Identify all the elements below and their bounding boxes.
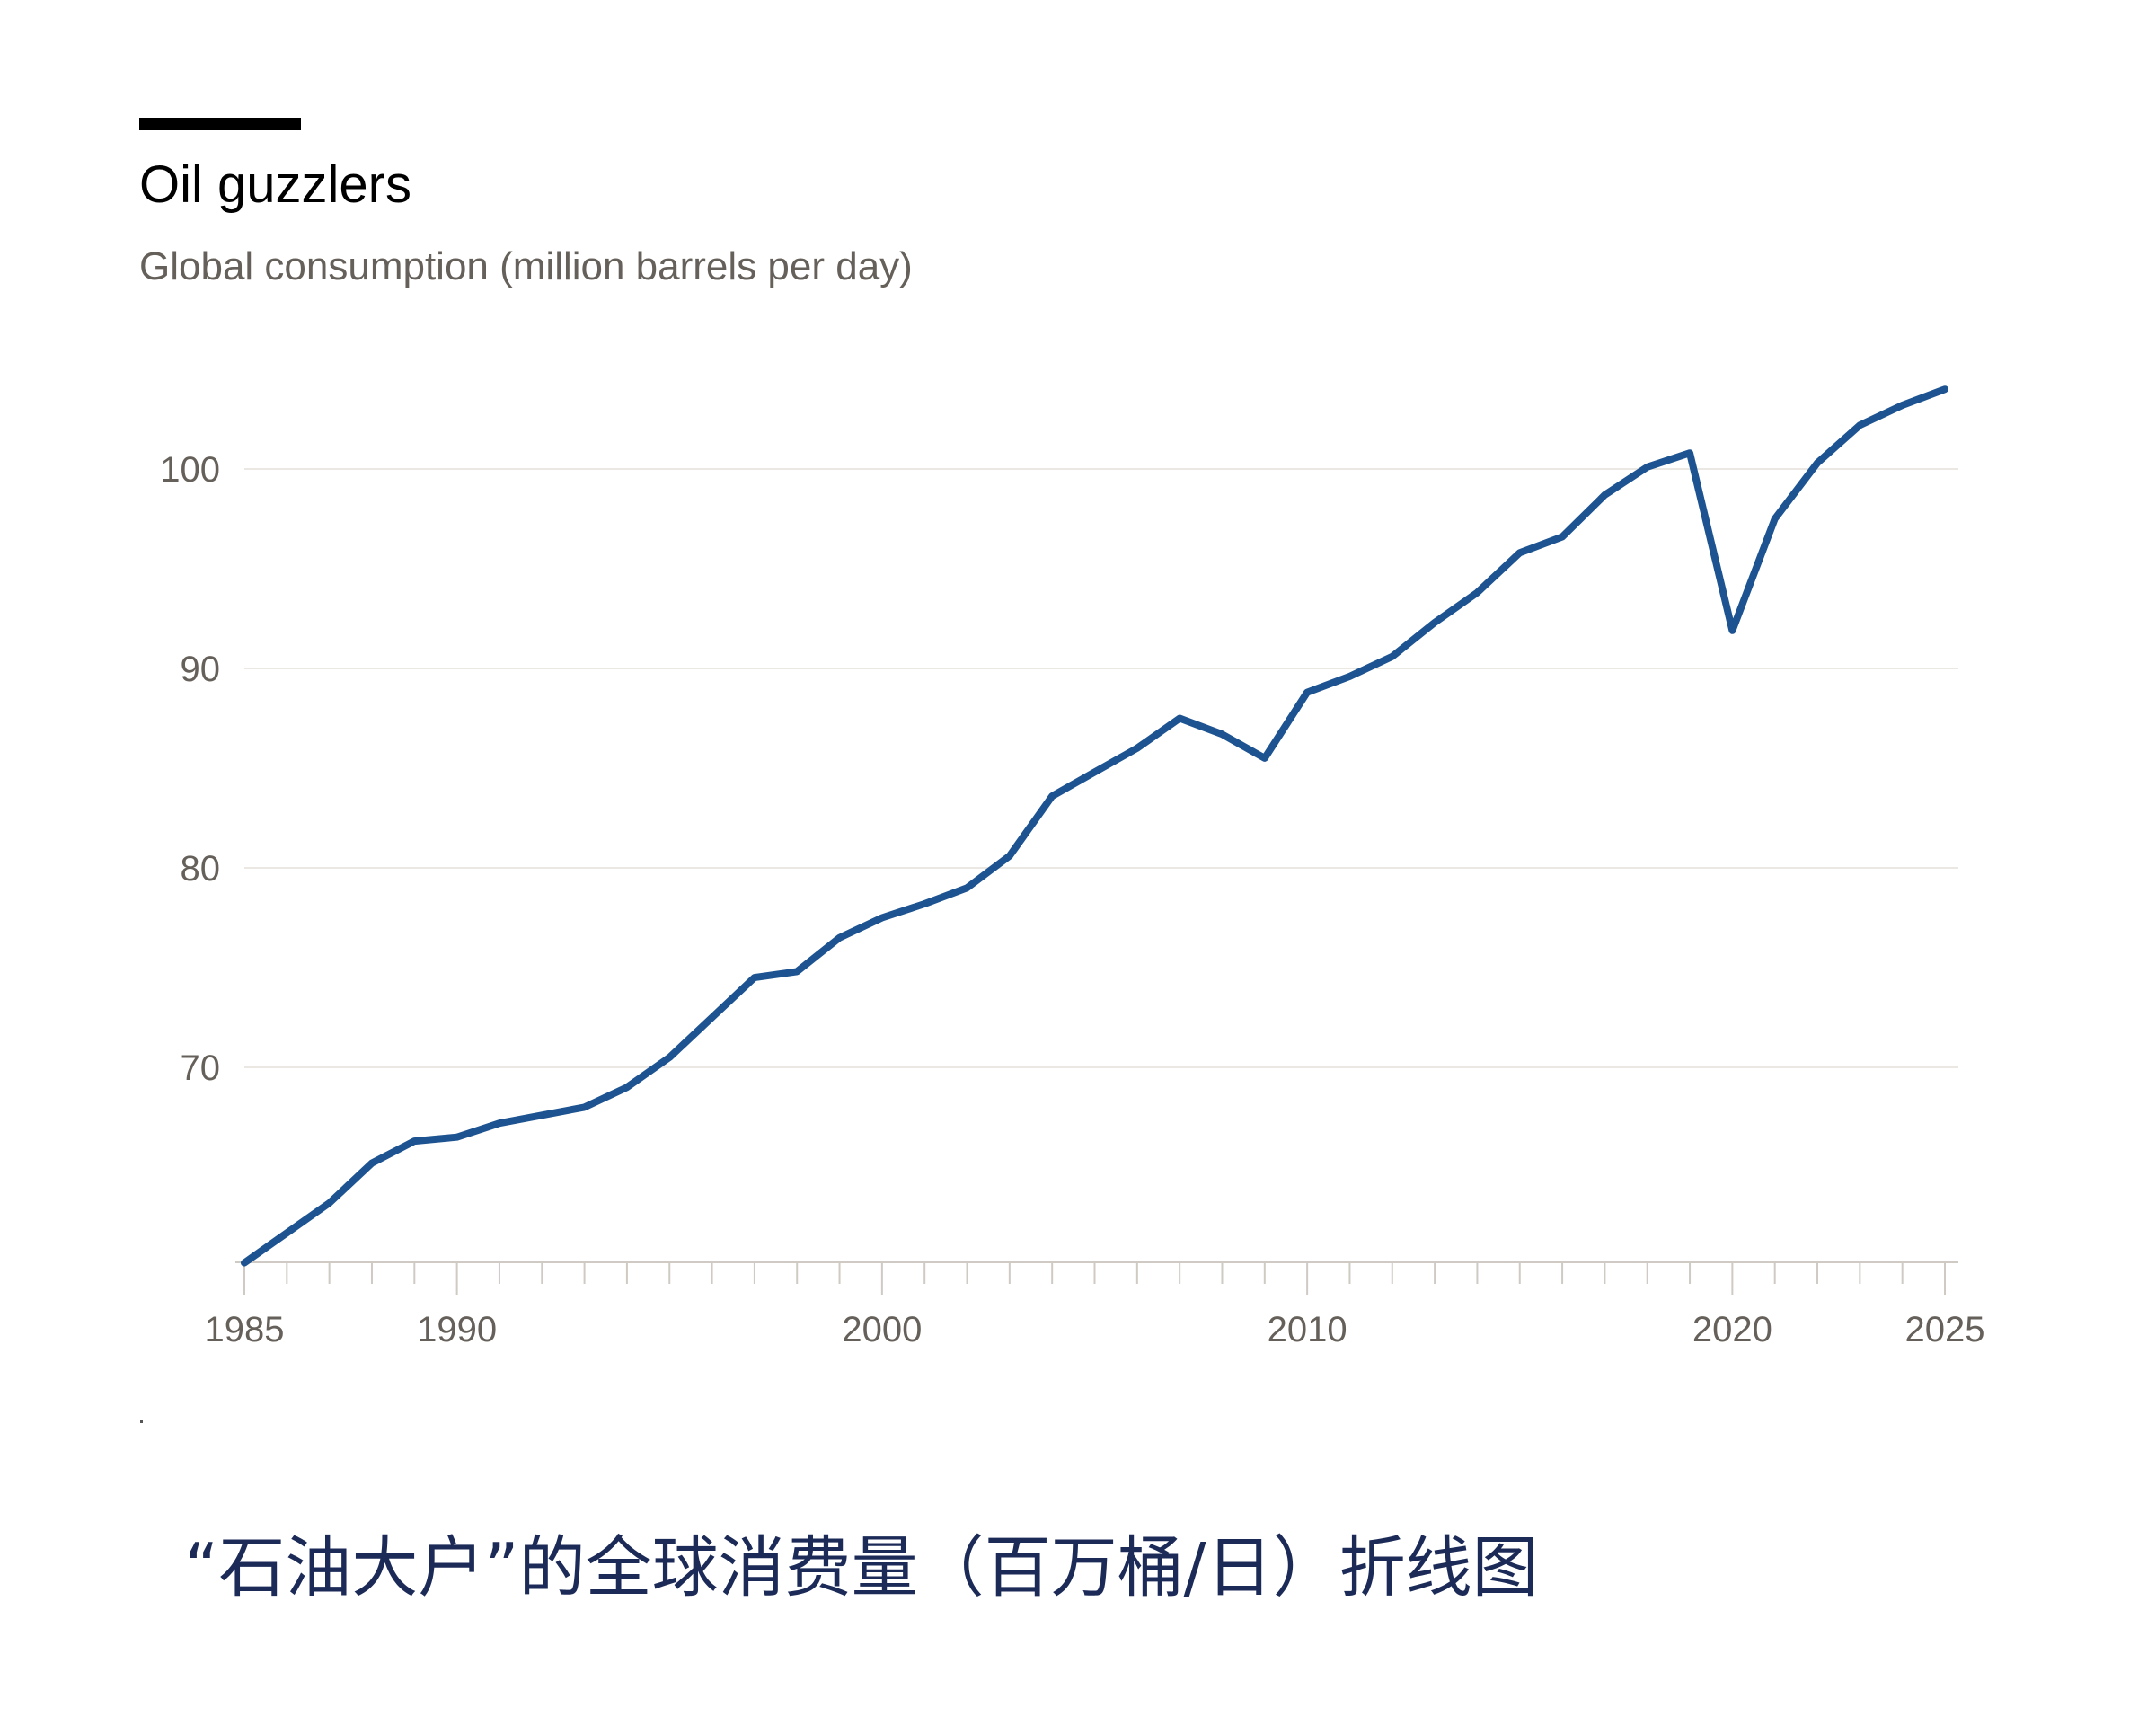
y-tick-label-70: 70: [181, 1048, 221, 1088]
x-tick-label-2025: 2025: [1905, 1310, 1985, 1349]
x-tick-label-2020: 2020: [1692, 1310, 1772, 1349]
chart-title: Oil guzzlers: [139, 155, 411, 214]
x-tick-label-1985: 1985: [205, 1310, 285, 1349]
series-line-0: [241, 385, 1948, 1267]
y-tick-label-90: 90: [181, 650, 221, 689]
y-tick-label-80: 80: [181, 849, 221, 889]
chart-caption: “石油大户”的全球消费量（百万桶/日）折线图: [184, 1529, 1539, 1606]
source-marker: [140, 1420, 143, 1423]
x-tick-label-2010: 2010: [1268, 1310, 1348, 1349]
title-accent-bar: [139, 118, 301, 130]
x-tick-label-1990: 1990: [417, 1310, 497, 1349]
y-tick-label-100: 100: [160, 450, 220, 490]
chart-subtitle: Global consumption (million barrels per …: [139, 244, 913, 288]
x-tick-label-2000: 2000: [842, 1310, 922, 1349]
line-chart: 70 80 90 100 1985 1990 2000 2010 2020 2025: [160, 385, 1985, 1349]
